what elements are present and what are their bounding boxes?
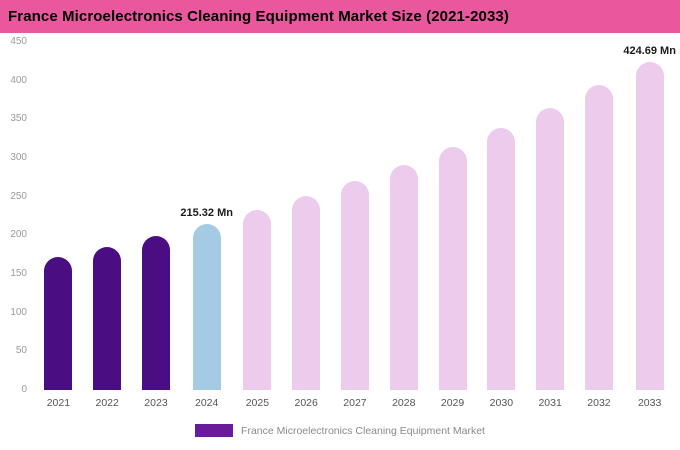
bar-2027[interactable] [340,181,369,390]
bar-group: 2030 [477,42,526,409]
bar-group: 2032 [575,42,624,409]
bar-group: 2023 [132,42,181,409]
bar-group: 2022 [83,42,132,409]
bar-2033[interactable] [635,61,664,390]
bar-group: 2025 [233,42,282,409]
bar-2022[interactable] [93,246,122,390]
x-axis-label: 2031 [538,397,562,409]
x-axis-label: 2022 [95,397,119,409]
x-axis-label: 2027 [343,397,367,409]
bar-2028[interactable] [389,164,418,390]
legend-label: France Microelectronics Cleaning Equipme… [241,424,485,437]
bar-group: 2021 [34,42,83,409]
y-axis-label: 100 [10,306,27,318]
y-axis: 0 50 100 150 200 250 300 350 400 450 [0,37,30,395]
x-axis-label: 2028 [392,397,416,409]
bar-group: 424.69 Mn 2033 [623,42,676,409]
y-axis-label: 350 [10,113,27,125]
bar-2021[interactable] [44,257,73,390]
bar-group: 2031 [526,42,575,409]
plot-area: 2021 2022 2023 215.32 Mn 2024 2025 2026 2027 202… [34,42,676,410]
y-axis-label: 150 [10,268,27,279]
bar-group: 2029 [428,42,477,409]
bar-value-label: 424.69 Mn [623,44,676,57]
x-axis-label: 2023 [144,397,168,409]
bar-2031[interactable] [536,107,565,390]
y-axis-label: 300 [10,152,27,163]
x-axis-label: 2025 [245,397,270,409]
chart-title-bar: France Microelectronics Cleaning Equipme… [0,0,680,33]
y-axis-label: 50 [15,345,27,357]
legend-swatch [195,424,234,437]
bar-group: 2027 [331,42,380,409]
bar-2024[interactable] [192,223,221,390]
x-axis-label: 2033 [637,397,662,409]
bar-2023[interactable] [141,235,170,390]
legend[interactable]: France Microelectronics Cleaning Equipme… [0,424,680,437]
chart-title: France Microelectronics Cleaning Equipme… [8,8,509,25]
x-axis-label: 2024 [195,397,219,409]
bar-2029[interactable] [438,147,467,390]
x-axis-label: 2030 [489,397,514,409]
bar-2030[interactable] [487,128,516,390]
bar-2025[interactable] [243,210,272,390]
bar-2026[interactable] [292,196,321,390]
y-axis-label: 400 [10,74,27,86]
x-axis-label: 2026 [294,397,318,409]
y-axis-label: 0 [21,384,27,395]
x-axis-label: 2032 [587,397,611,409]
bar-group: 2028 [379,42,428,409]
bar-value-label: 215.32 Mn [180,206,233,219]
x-axis-label: 2029 [440,397,465,409]
bar-group: 2026 [282,42,331,409]
y-axis-label: 450 [10,36,27,47]
bar-group: 215.32 Mn 2024 [180,42,233,410]
y-axis-label: 200 [10,229,27,241]
x-axis-label: 2021 [46,397,71,409]
y-axis-label: 250 [10,190,27,202]
bar-2032[interactable] [584,85,613,390]
